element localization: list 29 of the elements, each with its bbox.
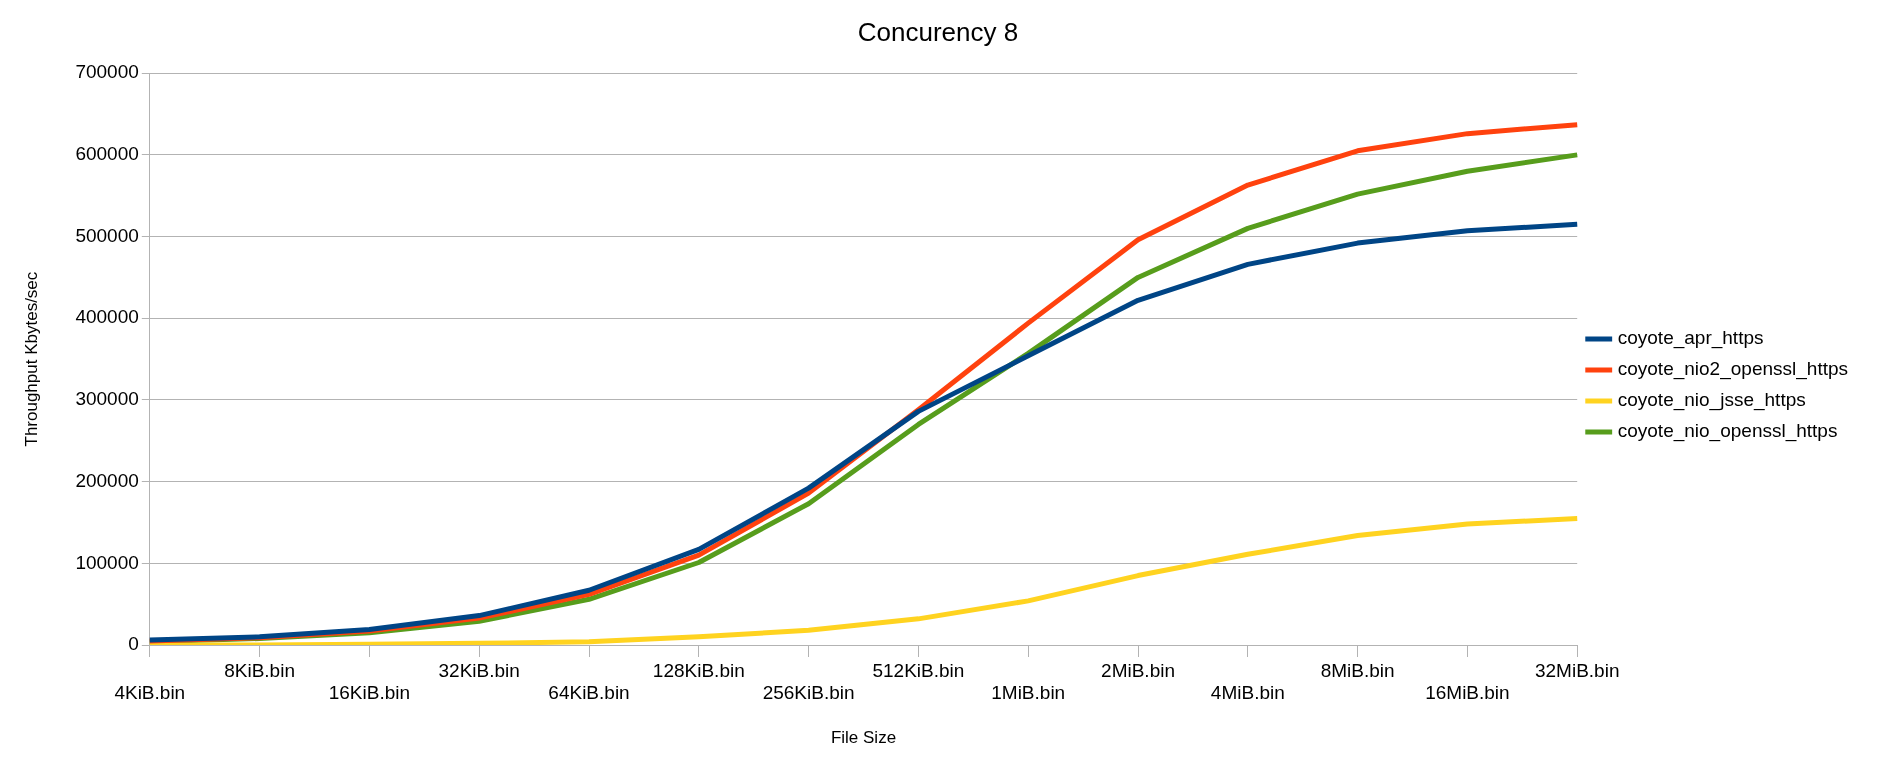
x-tick-label: 1MiB.bin	[991, 682, 1066, 704]
x-tick-label: 2MiB.bin	[1101, 659, 1175, 681]
x-tick-label: 128KiB.bin	[652, 659, 745, 681]
y-tick-label: 400000	[75, 306, 139, 328]
y-tick-label: 500000	[75, 224, 139, 246]
y-axis-title: Throughput Kbytes/sec	[21, 271, 41, 447]
legend-label: coyote_nio_openssl_https	[1617, 420, 1838, 443]
x-tick-label: 16KiB.bin	[328, 682, 411, 704]
chart-title: Concurency 8	[857, 16, 1019, 47]
y-tick-label: 300000	[75, 388, 139, 410]
x-tick-label: 8KiB.bin	[224, 659, 295, 681]
x-tick-label: 16MiB.bin	[1425, 682, 1510, 704]
x-tick-label: 512KiB.bin	[872, 659, 965, 681]
x-tick-label: 64KiB.bin	[548, 682, 630, 704]
y-tick-label: 200000	[75, 469, 139, 491]
legend-label: coyote_nio_jsse_https	[1617, 389, 1806, 412]
x-tick-label: 256KiB.bin	[762, 682, 855, 704]
x-tick-label: 4MiB.bin	[1210, 682, 1285, 704]
x-axis-title: File Size	[830, 728, 897, 748]
x-tick-label: 32MiB.bin	[1534, 659, 1620, 681]
legend-label: coyote_nio2_openssl_https	[1617, 358, 1849, 381]
y-tick-label: 700000	[75, 61, 139, 83]
y-tick-label: 600000	[75, 143, 139, 165]
x-tick-label: 32KiB.bin	[438, 659, 520, 681]
x-tick-label: 4KiB.bin	[114, 682, 186, 704]
legend-label: coyote_apr_https	[1617, 327, 1764, 350]
y-tick-label: 0	[128, 633, 139, 655]
x-tick-label: 8MiB.bin	[1320, 659, 1395, 681]
y-tick-label: 100000	[75, 551, 139, 573]
